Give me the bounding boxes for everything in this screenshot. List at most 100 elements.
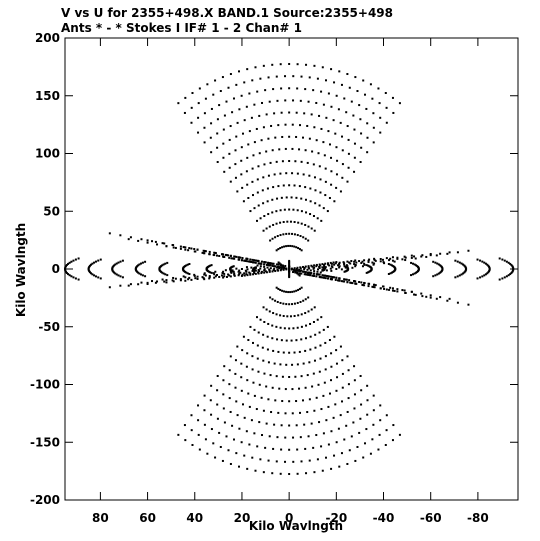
uv-point [265,422,268,425]
uv-point [269,374,272,377]
uv-point [260,272,263,275]
uv-point [327,277,330,280]
uv-point [378,102,381,105]
uv-point [278,148,281,151]
uv-point [367,282,370,285]
uv-point [288,232,291,235]
uv-point [276,268,279,271]
uv-point [383,262,386,265]
uv-point [263,263,266,266]
uv-point [300,75,303,78]
uv-point [396,288,399,291]
uv-point [240,362,243,365]
uv-point [277,265,280,268]
uv-point [227,273,230,276]
uv-point [216,118,219,121]
uv-point [365,107,368,110]
uv-point [372,141,375,144]
uv-point [354,263,357,266]
uv-point [253,141,256,144]
uv-point [266,266,269,269]
uv-point [246,260,249,263]
uv-point [347,397,350,400]
uv-point [77,278,80,281]
uv-point [305,472,308,475]
uv-point [113,264,116,267]
uv-point [287,244,290,247]
uv-point [296,87,299,90]
uv-point [300,269,303,272]
uv-point [203,409,206,412]
uv-point [313,409,316,412]
uv-point [279,472,282,475]
uv-point [275,263,278,266]
uv-point [285,172,288,175]
uv-point [314,202,317,205]
uv-point [373,286,376,289]
uv-point [304,223,307,226]
uv-point [238,70,241,73]
uv-point [216,374,219,377]
uv-point [341,176,344,179]
uv-point [204,250,207,253]
uv-point [285,303,288,306]
uv-point [278,387,281,390]
uv-point [288,276,291,279]
uv-point [414,293,417,296]
uv-point [221,272,224,275]
uv-point [505,260,508,263]
uv-point [190,429,193,432]
uv-point [72,276,75,279]
uv-point [284,264,287,267]
uv-point [387,272,390,275]
uv-point [310,227,313,230]
uv-point [293,267,296,270]
uv-point [299,300,302,303]
uv-point [240,146,243,149]
uv-point [297,269,300,272]
uv-point [429,254,432,257]
uv-point [330,262,333,265]
uv-point [257,331,260,334]
uv-point [486,272,489,275]
uv-point [322,103,325,106]
uv-point [263,265,266,268]
uv-point [256,445,259,448]
uv-point [302,362,305,365]
uv-point [179,279,182,282]
uv-point [228,152,231,155]
uv-point [316,217,319,220]
uv-point [392,111,395,114]
uv-point [231,424,234,427]
uv-point [356,90,359,93]
uv-point [216,389,219,392]
uv-point [325,79,328,82]
uv-point [174,277,177,280]
uv-point [291,123,294,126]
uv-point [186,263,189,266]
uv-point [396,290,399,293]
uv-point [321,263,324,266]
uv-point [300,325,303,328]
uv-point [269,161,272,164]
uv-point [325,116,328,119]
uv-point [234,386,237,389]
uv-point [267,263,270,266]
uv-point [256,178,259,181]
uv-point [295,289,298,292]
uv-point [108,232,111,235]
uv-point [333,335,336,338]
uv-point [309,274,312,277]
uv-point [216,132,219,135]
uv-point [269,263,272,266]
uv-point [293,269,296,272]
uv-point [299,99,302,102]
uv-point [377,87,380,90]
uv-point [260,260,263,263]
uv-point [484,262,487,265]
uv-point [311,150,314,153]
uv-point [221,459,224,462]
uv-point [137,283,140,286]
uv-point [285,196,288,199]
uv-point [68,261,71,264]
